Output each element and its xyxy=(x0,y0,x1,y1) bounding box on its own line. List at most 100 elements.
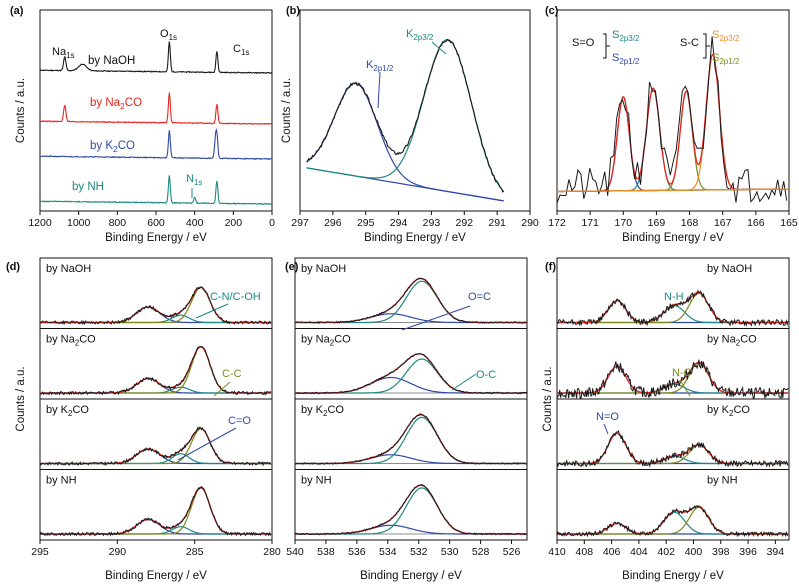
panel-a-series-3 xyxy=(39,175,273,206)
panel-c-raw xyxy=(556,36,788,204)
panel-d-row-3-fit xyxy=(40,486,272,535)
panel-d-row-2-label: by K2CO xyxy=(46,404,89,418)
panel-f-xtick-label: 394 xyxy=(767,546,785,558)
panel-b-frame xyxy=(299,9,531,212)
panel-b-k2p12-label: K2p1/2 xyxy=(366,59,394,73)
panel-f-row-0-comp-1 xyxy=(557,304,789,324)
panel-c-xtick-label: 165 xyxy=(780,217,798,229)
panel-a-series-0 xyxy=(39,41,273,75)
panel-e-row-3-label: by NH xyxy=(301,475,332,487)
panel-a-label: (a) xyxy=(10,5,24,17)
panel-d-row-1-comp-1 xyxy=(40,386,272,394)
panel-a-xlabel: Binding Energy / eV xyxy=(105,232,207,244)
panel-f-xtick-label: 404 xyxy=(630,546,648,558)
panel-e-xtick-label: 526 xyxy=(503,546,521,558)
panel-a-legend-nh3: by NH xyxy=(72,181,104,193)
panel-f-row-1-raw xyxy=(556,359,789,400)
panel-c-xtick-label: 166 xyxy=(747,217,765,229)
panel-d-row-0-comp-1 xyxy=(40,314,272,324)
panel-e-xtick-label: 530 xyxy=(441,546,459,558)
panel-a-o1s-label: O1s xyxy=(160,28,177,42)
panel-b-label: (b) xyxy=(286,5,300,17)
panel-d-label-cc: C-C xyxy=(222,368,242,380)
panel-c-xtick-label: 169 xyxy=(648,217,666,229)
panel-b-k2p12-arrow xyxy=(377,71,381,109)
panel-c-legend-so: S=O xyxy=(572,37,595,49)
panel-c-legend-sc-p32: S2p3/2 xyxy=(712,29,740,43)
panel-d-xtick-label: 295 xyxy=(31,546,49,558)
panel-f-xtick-label: 408 xyxy=(576,546,594,558)
panel-f-row-1-label: by Na2CO xyxy=(707,334,757,348)
panel-f-row-2-fit xyxy=(557,432,789,465)
panel-d-label-cn: C-N/C-OH xyxy=(210,291,261,303)
panel-a-xtick-label: 1000 xyxy=(67,217,91,229)
panel-c-xtick-label: 170 xyxy=(615,217,633,229)
panel-e-row-2-raw xyxy=(294,413,528,466)
panel-f-row-3-comp-0 xyxy=(557,522,789,535)
panel-b-k2p32-label: K2p3/2 xyxy=(406,28,434,42)
panel-d-xlabel: Binding Energy / eV xyxy=(105,570,207,582)
panel-b-xtick-label: 292 xyxy=(456,217,474,229)
panel-d-row-1-raw xyxy=(39,345,272,396)
panel-c-baseline xyxy=(556,188,790,193)
panel-a-legend-k2co3: by K2CO xyxy=(90,140,135,154)
panel-f-row-2-label: by K2CO xyxy=(707,404,750,418)
panel-f-xtick-label: 406 xyxy=(603,546,621,558)
panel-e-row-0-label: by NaOH xyxy=(301,263,346,275)
panel-d-row-2-comp-1 xyxy=(40,453,272,465)
panel-f-xtick-label: 402 xyxy=(657,546,675,558)
panel-a-legend-na2co3: by Na2CO xyxy=(90,97,142,111)
panel-b-xtick-label: 296 xyxy=(324,217,342,229)
panel-c-legend-sc: S-C xyxy=(680,37,699,49)
panel-b-k2p12-peak xyxy=(306,82,504,202)
panel-f-row-2-comp-0 xyxy=(557,432,789,465)
panel-c-xlabel: Binding Energy / eV xyxy=(622,232,724,244)
panel-b-xtick-label: 297 xyxy=(291,217,309,229)
panel-e-label-oc2: O-C xyxy=(476,369,496,381)
panel-a-legend-naoh: by NaOH xyxy=(88,55,135,67)
panel-e-row-1-raw xyxy=(294,352,528,395)
panel-b-xtick-label: 295 xyxy=(357,217,375,229)
panel-f-label-no: N=O xyxy=(596,411,619,423)
panel-c-legend-so-brace xyxy=(603,33,610,59)
panel-b-xlabel: Binding Energy / eV xyxy=(364,232,466,244)
panel-e-xlabel: Binding Energy / eV xyxy=(360,570,462,582)
panel-f-arrow-nc xyxy=(679,379,691,397)
panel-b-xtick-label: 294 xyxy=(390,217,408,229)
panel-e-xtick-label: 528 xyxy=(472,546,490,558)
panel-b-xtick-label: 291 xyxy=(488,217,506,229)
panel-f-row-0-raw xyxy=(556,289,789,328)
panel-e-xtick-label: 536 xyxy=(348,546,366,558)
panel-e-row-3-comp-1 xyxy=(295,487,527,535)
panel-b-xtick-label: 293 xyxy=(423,217,441,229)
panel-f-xlabel: Binding Energy / eV xyxy=(622,570,724,582)
panel-f-xtick-label: 410 xyxy=(548,546,566,558)
panel-e-xtick-label: 538 xyxy=(317,546,335,558)
panel-a-xtick-label: 200 xyxy=(225,217,243,229)
panel-e-label: (e) xyxy=(285,261,299,273)
panel-e-row-1-label: by Na2CO xyxy=(301,334,351,348)
panel-e-label-oc1: O=C xyxy=(468,291,491,303)
panel-c-xtick-label: 171 xyxy=(581,217,599,229)
panel-a-ylabel: Counts / a.u. xyxy=(15,78,27,143)
panel-a-xtick-label: 800 xyxy=(109,217,127,229)
panel-d-xtick-label: 290 xyxy=(109,546,127,558)
panel-c-legend-sc-p12: S2p1/2 xyxy=(712,52,740,66)
panel-c-legend-so-p12: S2p1/2 xyxy=(612,52,640,66)
panel-c-legend-sc-brace xyxy=(703,33,710,59)
panel-d-row-2-fit xyxy=(40,427,272,465)
panel-e-row-0-raw xyxy=(294,277,528,325)
panel-c-legend-so-p32: S2p3/2 xyxy=(612,29,640,43)
panel-b-xtick-label: 290 xyxy=(521,217,539,229)
panel-c-xtick-label: 172 xyxy=(548,217,566,229)
panel-f-row-0-label: by NaOH xyxy=(707,263,752,275)
panel-d-arrow-cn xyxy=(195,303,229,319)
panel-e-xtick-label: 534 xyxy=(379,546,397,558)
panel-a-n1s-label: N1s xyxy=(186,173,202,187)
panel-d-arrow-co xyxy=(177,427,237,461)
panel-f-xtick-label: 400 xyxy=(685,546,703,558)
panel-e-row-0-comp-1 xyxy=(295,280,527,324)
panel-a-series-1 xyxy=(39,92,272,126)
panel-a-series-2 xyxy=(39,127,273,161)
